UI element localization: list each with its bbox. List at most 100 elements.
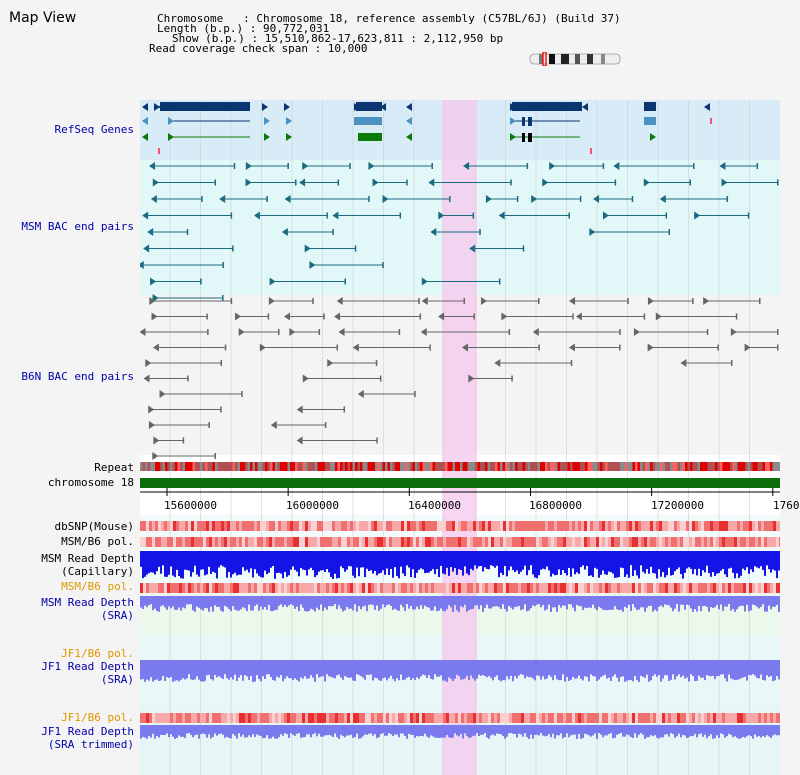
depth-bar [576, 725, 578, 739]
depth-bar [432, 725, 434, 737]
depth-bar [484, 596, 486, 609]
depth-bar [316, 725, 318, 737]
depth-bar [350, 725, 352, 735]
track-label-msm-bac[interactable]: MSM BAC end pairs [21, 220, 134, 233]
depth-bar [460, 725, 462, 734]
heat-cell [347, 583, 350, 593]
depth-bar [338, 596, 340, 606]
gene-arrow [148, 421, 155, 429]
heat-cell [182, 537, 185, 547]
depth-bar [346, 596, 348, 607]
heat-cell [617, 713, 620, 723]
refseq-genes-track[interactable] [142, 102, 712, 154]
heat-cell [146, 583, 149, 593]
depth-bar [670, 551, 672, 576]
heat-cell [596, 521, 599, 531]
depth-bar [222, 596, 224, 612]
heat-cell [257, 713, 260, 723]
msm-bac-track[interactable] [140, 162, 779, 302]
depth-bar [444, 725, 446, 738]
heat-cell [551, 537, 554, 547]
depth-bar [350, 596, 352, 609]
b6n-bac-track[interactable] [140, 297, 779, 460]
depth-bar [166, 660, 168, 678]
track-label-refseq[interactable]: RefSeq Genes [54, 123, 134, 136]
heat-cell [689, 583, 692, 593]
heat-cell [746, 537, 749, 547]
chromosome-ideogram[interactable] [525, 52, 625, 66]
depth-bar [158, 725, 160, 738]
gene-exon [528, 117, 532, 126]
heat-cell [707, 537, 710, 547]
heat-cell [449, 537, 452, 547]
repeat-segment [685, 462, 688, 471]
depth-bar [608, 596, 610, 610]
heat-cell [317, 713, 320, 723]
depth-bar [540, 725, 542, 734]
repeat-segment [385, 462, 388, 471]
depth-bar [698, 551, 700, 569]
heat-cell [167, 521, 170, 531]
heat-cell [686, 537, 689, 547]
depth-bar [206, 551, 208, 575]
heat-cell [677, 537, 680, 547]
depth-tracks[interactable] [140, 551, 780, 739]
depth-bar [650, 596, 652, 606]
heat-cell [194, 537, 197, 547]
heat-cell [263, 713, 266, 723]
heat-cell [758, 713, 761, 723]
depth-bar [620, 725, 622, 734]
depth-bar [174, 660, 176, 681]
depth-bar [364, 660, 366, 680]
depth-bar [318, 596, 320, 610]
heat-cell [224, 713, 227, 723]
repeat-segment [252, 462, 255, 471]
depth-bar [658, 551, 660, 570]
depth-bar [492, 660, 494, 681]
heat-cell [530, 537, 533, 547]
heat-cell [473, 583, 476, 593]
depth-bar [356, 551, 358, 568]
b6n-bac-pair-end [187, 375, 189, 382]
repeat-segment [185, 462, 188, 471]
depth-bar [516, 596, 518, 607]
depth-bar [412, 596, 414, 610]
depth-bar [432, 660, 434, 680]
depth-bar [384, 725, 386, 736]
heat-cell [374, 521, 377, 531]
repeat-track[interactable] [140, 462, 780, 471]
heat-cell [581, 537, 584, 547]
depth-bar [320, 725, 322, 737]
track-label-b6n-bac[interactable]: B6N BAC end pairs [21, 370, 134, 383]
heat-cell [626, 713, 629, 723]
depth-bar [158, 596, 160, 612]
depth-bar [754, 660, 756, 676]
genome-map-panel[interactable] [140, 100, 780, 775]
heat-cell [662, 521, 665, 531]
depth-bar [326, 725, 328, 736]
repeat-segment [682, 462, 685, 471]
depth-bar [666, 551, 668, 576]
gene-arrow [380, 103, 386, 111]
heat-cell [449, 521, 452, 531]
heat-cell [155, 537, 158, 547]
depth-bar [258, 660, 260, 680]
repeat-segment [722, 462, 725, 471]
depth-bar [484, 551, 486, 568]
heat-cell [431, 537, 434, 547]
b6n-bac-pair-end [777, 329, 779, 335]
heat-tracks[interactable] [140, 521, 780, 775]
heat-cell [725, 583, 728, 593]
heat-cell [311, 521, 314, 531]
chromosome-bar[interactable] [140, 478, 780, 488]
heat-cell [308, 583, 311, 593]
heat-cell [602, 583, 605, 593]
depth-bar [552, 596, 554, 608]
heat-cell [491, 521, 494, 531]
depth-bar [254, 596, 256, 606]
depth-bar [206, 725, 208, 738]
depth-bar [596, 596, 598, 611]
depth-bar [758, 725, 760, 737]
heat-cell [662, 583, 665, 593]
heat-cell [326, 537, 329, 547]
